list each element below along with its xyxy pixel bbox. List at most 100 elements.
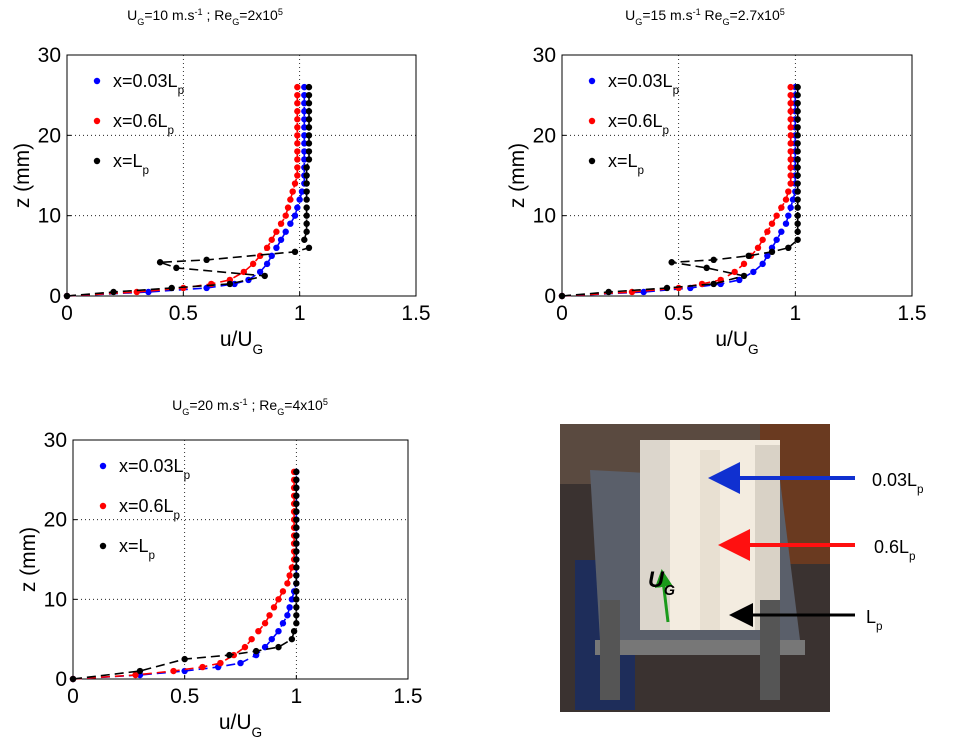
data-point <box>663 284 671 292</box>
legend-label: x=Lp <box>608 151 645 177</box>
data-point <box>293 612 300 619</box>
data-point <box>787 204 794 211</box>
data-point <box>256 252 264 260</box>
data-point <box>275 643 282 651</box>
x-tick-label: 1 <box>789 302 801 325</box>
photo-label: 0.03Lp <box>872 470 924 496</box>
data-point <box>284 612 291 619</box>
data-point <box>287 196 294 203</box>
text-segment: x=0.6L <box>608 111 663 131</box>
data-point <box>782 196 790 203</box>
text-segment: u/U <box>715 328 748 351</box>
data-point <box>668 259 675 266</box>
data-point <box>296 196 303 203</box>
legend-marker <box>588 77 596 85</box>
data-point <box>303 172 310 179</box>
text-segment: =4x10 <box>284 397 323 413</box>
text-segment: U <box>648 567 665 592</box>
data-point <box>291 212 299 219</box>
legend-marker <box>93 157 101 165</box>
data-point <box>248 635 255 643</box>
data-point <box>305 91 313 99</box>
y-tick-label: 30 <box>44 429 67 452</box>
text-segment: G <box>182 407 189 417</box>
y-tick-label: 20 <box>533 124 556 147</box>
data-point <box>301 83 308 91</box>
data-point <box>301 140 308 147</box>
text-segment: x=0.03L <box>113 71 178 91</box>
data-point <box>782 220 790 227</box>
text-segment: x=L <box>113 151 143 171</box>
text-segment: G <box>232 17 239 27</box>
data-point <box>294 83 301 91</box>
data-point <box>255 628 262 635</box>
text-segment: x=0.6L <box>119 496 174 516</box>
chart-title: UG=15 m.s-1 ReG=2.7x105 <box>625 7 785 27</box>
data-point <box>284 204 292 211</box>
text-segment: -1 <box>240 397 248 407</box>
data-point <box>293 620 300 627</box>
data-point <box>794 228 801 235</box>
y-tick-label: 0 <box>544 285 556 308</box>
legend-marker <box>93 117 101 125</box>
data-point <box>794 220 801 227</box>
photo-label: Lp <box>866 607 883 633</box>
data-point <box>275 596 282 603</box>
y-tick-label: 30 <box>38 44 61 67</box>
data-point <box>303 220 310 227</box>
data-point <box>794 100 801 107</box>
x-tick-label: 0 <box>556 302 568 325</box>
y-tick-label: 0 <box>55 668 67 691</box>
data-point <box>778 204 785 211</box>
legend-label: x=0.6Lp <box>113 111 175 137</box>
text-segment: G <box>664 583 675 599</box>
data-point <box>268 236 275 243</box>
data-point <box>787 148 794 155</box>
text-segment: x=0.6L <box>113 111 168 131</box>
text-segment: u/U <box>220 328 253 351</box>
data-point <box>794 156 801 163</box>
data-point <box>301 100 308 107</box>
data-point <box>787 132 794 139</box>
data-point <box>293 604 300 611</box>
data-point <box>293 476 300 484</box>
text-segment: p <box>184 469 191 482</box>
data-point <box>203 256 210 264</box>
data-point <box>294 91 301 99</box>
data-point <box>787 100 794 107</box>
data-point <box>703 264 710 272</box>
legend-label: x=0.03Lp <box>608 71 680 97</box>
data-point <box>145 288 152 296</box>
data-point <box>303 212 310 219</box>
x-tick-label: 1 <box>294 302 306 325</box>
data-point <box>286 572 293 579</box>
data-point <box>294 148 301 155</box>
data-point <box>293 564 300 571</box>
data-point <box>170 667 177 675</box>
data-point <box>787 91 794 99</box>
data-point <box>273 228 280 235</box>
data-point <box>261 272 268 280</box>
data-point <box>305 100 313 107</box>
data-point <box>293 548 300 555</box>
data-point <box>294 100 301 107</box>
text-segment: x=0.03L <box>608 71 673 91</box>
text-segment: 5 <box>780 7 785 17</box>
data-point <box>208 280 215 288</box>
series-line <box>66 87 311 297</box>
text-segment: U <box>625 7 635 23</box>
text-segment: p <box>174 509 181 522</box>
y-tick-label: 20 <box>44 509 67 532</box>
text-segment: p <box>876 620 883 633</box>
text-segment: u/U <box>219 711 252 734</box>
data-point <box>293 500 300 507</box>
data-point <box>764 228 771 235</box>
data-point <box>275 628 282 635</box>
y-tick-label: 20 <box>38 124 61 147</box>
data-point <box>750 268 757 276</box>
data-point <box>279 620 287 627</box>
plot-frame <box>561 54 913 297</box>
photo <box>560 424 830 712</box>
data-point <box>794 204 801 211</box>
data-point <box>181 655 188 663</box>
